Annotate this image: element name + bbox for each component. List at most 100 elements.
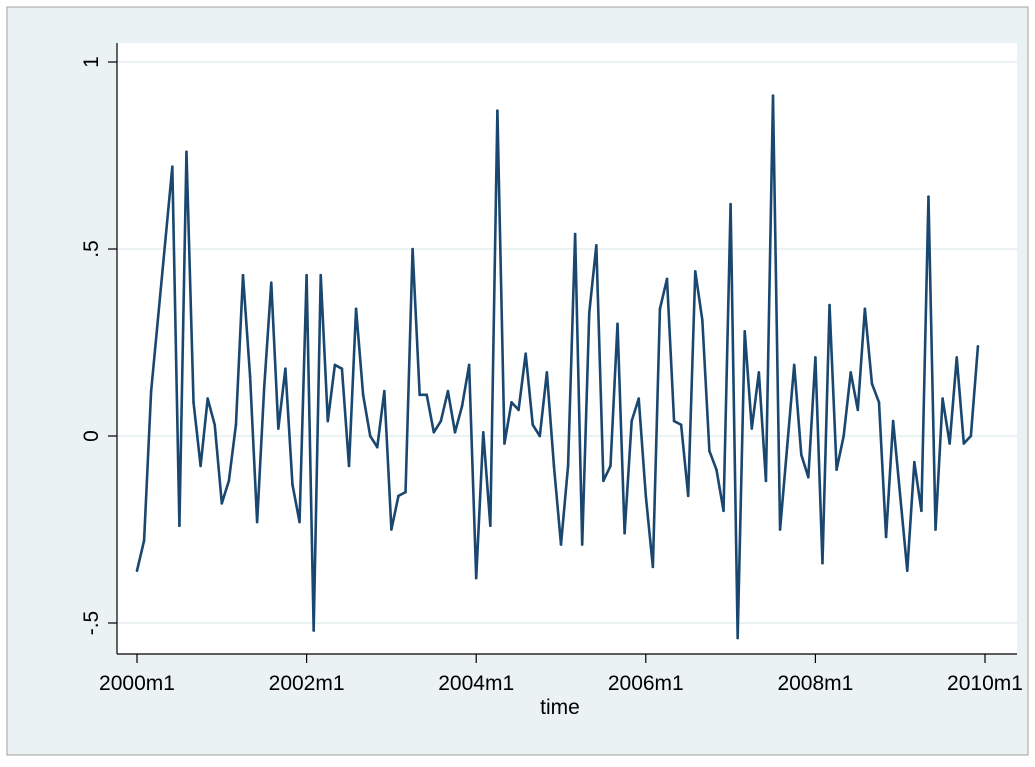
data-point-0-27	[326, 419, 330, 423]
data-point-0-62	[573, 232, 577, 236]
data-point-0-58	[545, 371, 549, 374]
data-point-0-48	[474, 576, 478, 580]
data-point-0-50	[489, 524, 492, 528]
data-point-0-44	[446, 389, 450, 393]
data-point-0-75	[665, 277, 669, 281]
data-point-0-24	[305, 273, 308, 277]
data-point-0-67	[609, 464, 612, 468]
data-point-0-89	[764, 479, 768, 483]
data-point-0-66	[602, 479, 605, 483]
data-point-0-103	[863, 307, 867, 311]
data-point-0-64	[587, 311, 591, 314]
data-point-0-5	[171, 165, 174, 169]
data-point-0-76	[672, 419, 676, 423]
data-point-0-38	[404, 490, 407, 494]
data-point-0-114	[941, 397, 944, 400]
y-tick-label-1: 0	[80, 430, 103, 442]
data-point-0-113	[934, 528, 937, 531]
data-point-0-9	[199, 464, 202, 468]
data-point-0-100	[842, 434, 845, 438]
series-line-0	[135, 94, 980, 640]
x-axis-title: time	[540, 696, 580, 719]
data-point-0-74	[658, 307, 662, 311]
y-tick-label-3: 1	[80, 56, 103, 68]
data-point-0-52	[503, 442, 506, 445]
data-point-0-36	[390, 528, 393, 531]
data-point-0-73	[651, 565, 655, 569]
data-point-0-82	[715, 468, 718, 471]
data-point-0-56	[531, 423, 535, 427]
data-point-0-35	[383, 389, 386, 393]
data-point-0-13	[227, 479, 231, 483]
data-point-0-88	[757, 371, 761, 374]
data-point-0-17	[255, 520, 259, 524]
data-point-0-92	[785, 445, 789, 449]
data-point-0-53	[510, 401, 513, 404]
data-point-0-60	[559, 543, 563, 546]
data-point-0-68	[616, 322, 619, 326]
data-point-0-28	[333, 363, 337, 367]
data-point-0-78	[686, 494, 690, 498]
x-tick-label-5: 2010m1	[947, 672, 1023, 695]
data-point-0-63	[580, 543, 584, 546]
data-point-0-96	[814, 356, 817, 359]
grid-lines	[117, 61, 1017, 624]
data-point-0-40	[418, 393, 421, 397]
x-tick-label-3: 2006m1	[608, 672, 684, 695]
data-point-0-55	[524, 352, 527, 356]
y-tick-label-2: .5	[80, 240, 103, 258]
data-point-0-12	[220, 502, 224, 505]
data-point-0-59	[552, 464, 556, 468]
data-point-0-94	[799, 453, 803, 457]
data-point-0-51	[496, 109, 499, 112]
data-point-0-45	[453, 430, 457, 434]
data-point-0-65	[595, 243, 598, 247]
data-point-0-42	[432, 430, 436, 434]
data-point-0-8	[192, 401, 195, 404]
data-point-0-99	[835, 468, 838, 471]
series-layer	[135, 94, 980, 640]
data-point-0-86	[743, 329, 747, 333]
data-point-0-117	[962, 442, 966, 445]
data-point-0-47	[467, 363, 471, 367]
data-point-0-33	[368, 434, 372, 438]
data-point-0-95	[807, 475, 810, 479]
data-point-0-101	[849, 371, 853, 374]
data-point-0-26	[319, 273, 323, 277]
data-point-0-16	[248, 374, 252, 378]
data-point-0-98	[828, 303, 831, 307]
axis-labels: time -.5 0 .5 1 2000m1 2002m1 2004m1 2006m1 2008…	[80, 56, 1023, 719]
data-point-0-80	[701, 318, 704, 322]
data-point-0-57	[538, 434, 542, 438]
data-point-0-14	[234, 423, 238, 427]
x-tick-label-4: 2008m1	[777, 672, 853, 695]
data-point-0-22	[291, 483, 294, 486]
data-point-0-72	[644, 494, 648, 498]
data-point-0-118	[969, 434, 973, 438]
data-point-0-77	[679, 423, 683, 427]
data-point-0-32	[361, 393, 365, 397]
data-point-0-10	[206, 397, 209, 400]
data-point-0-79	[693, 270, 697, 273]
data-point-0-46	[460, 404, 464, 408]
data-point-0-112	[927, 195, 930, 198]
data-point-0-110	[913, 460, 916, 464]
data-point-0-23	[298, 520, 301, 524]
data-point-0-93	[792, 363, 796, 367]
data-point-0-54	[517, 408, 520, 412]
data-point-0-2	[149, 389, 153, 393]
data-point-0-41	[425, 393, 429, 397]
axes	[108, 43, 1017, 663]
data-point-0-30	[347, 464, 351, 468]
data-point-0-106	[884, 535, 888, 539]
data-point-0-116	[955, 356, 959, 359]
data-point-0-39	[411, 247, 414, 251]
data-point-0-104	[870, 382, 874, 385]
data-point-0-71	[637, 397, 641, 400]
data-point-0-119	[976, 344, 980, 348]
data-point-0-97	[821, 561, 824, 565]
data-point-0-7	[185, 150, 188, 154]
data-point-0-3	[156, 315, 160, 318]
